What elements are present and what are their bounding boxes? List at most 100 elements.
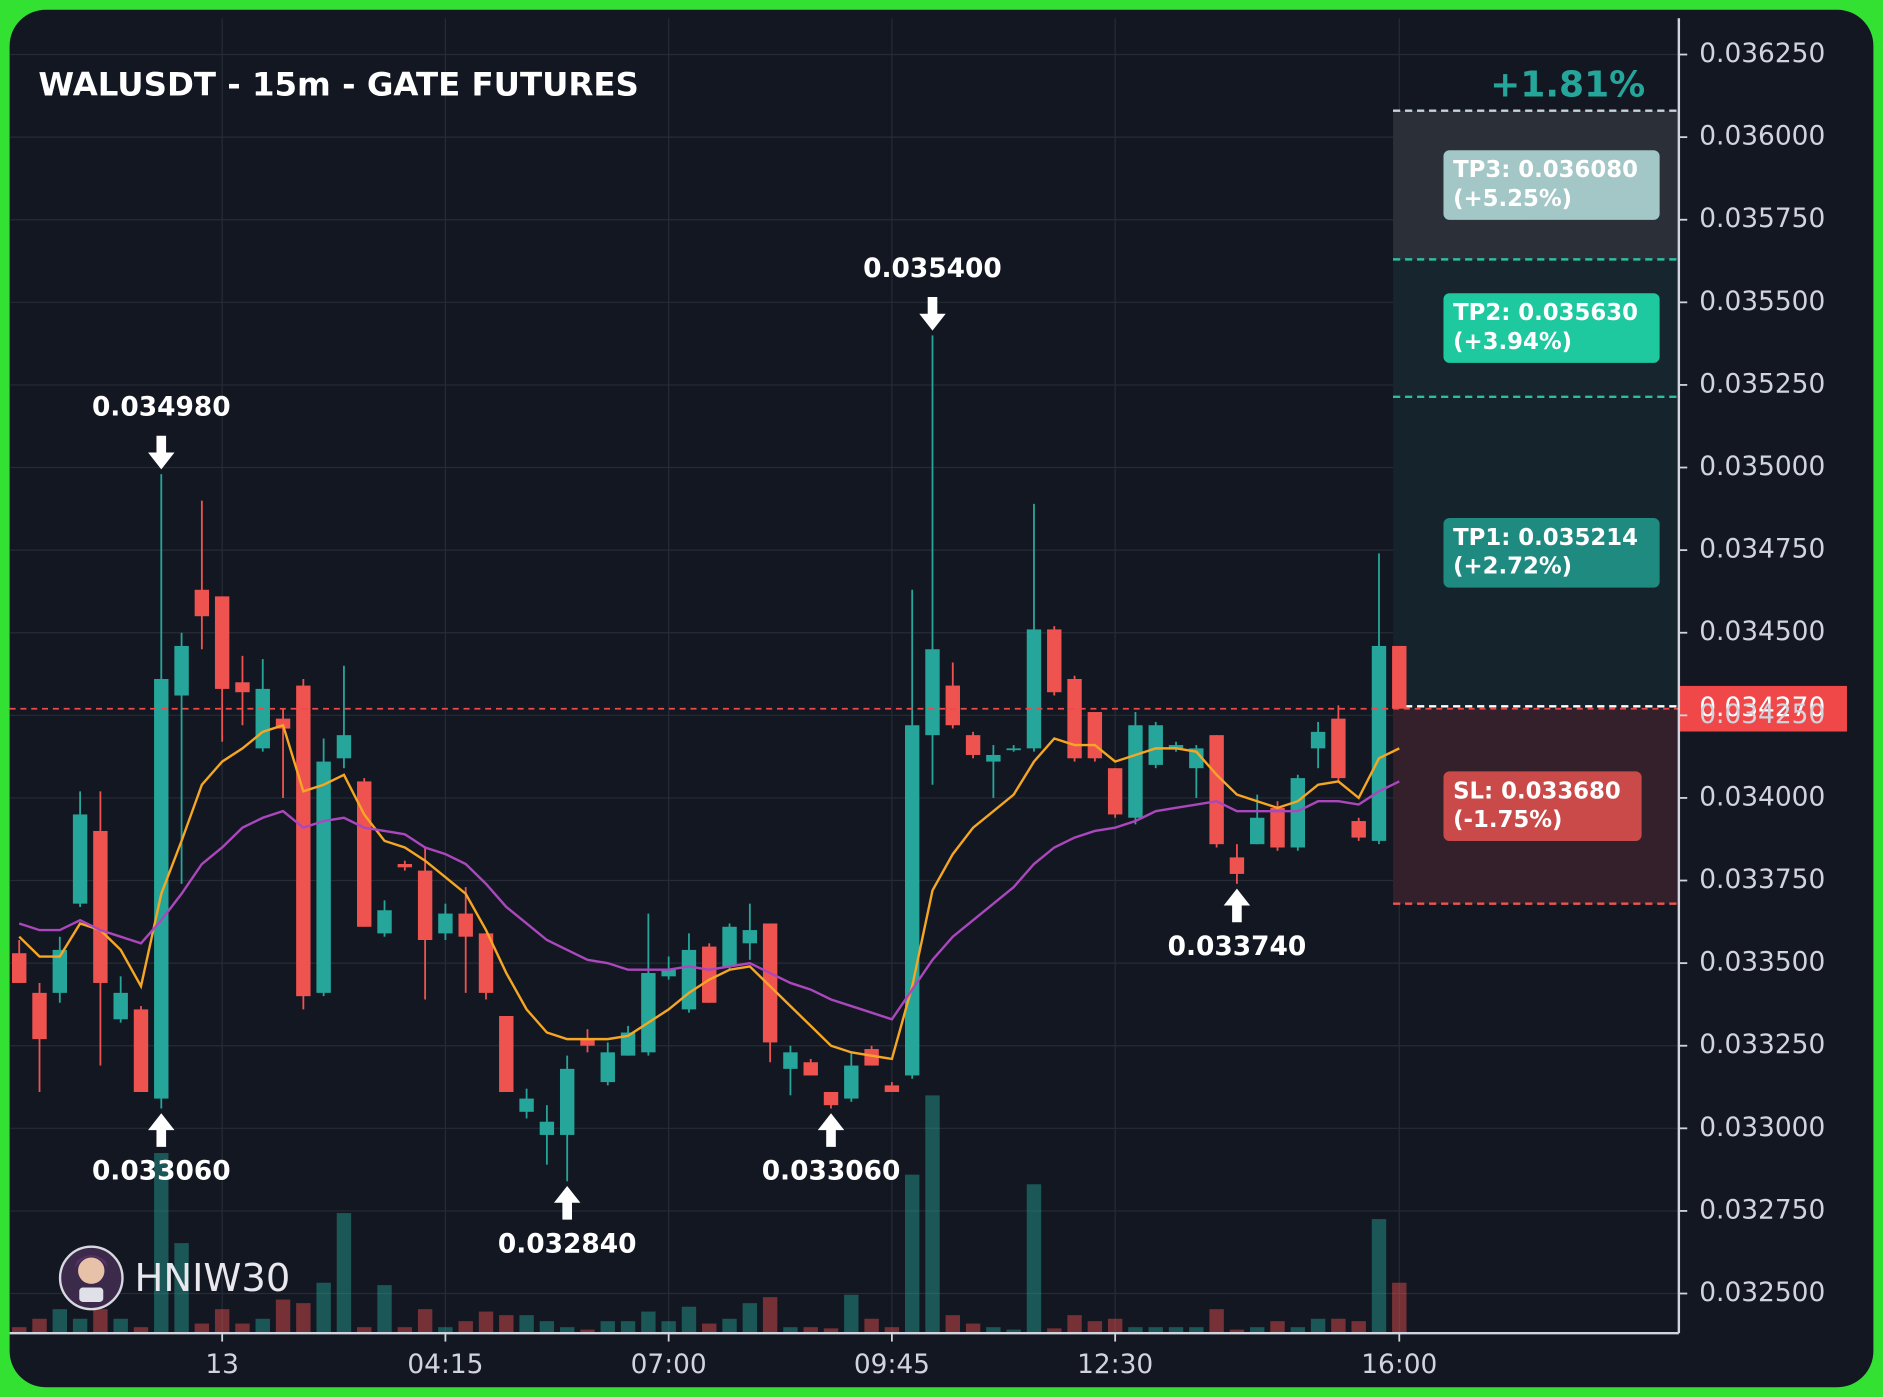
target-label: TP2: 0.035630 <box>1453 300 1638 326</box>
volume-bar <box>600 1321 615 1334</box>
volume-bar <box>499 1315 514 1334</box>
volume-bar <box>742 1303 758 1334</box>
high-label: 0.034980 <box>92 392 231 423</box>
volume-bar <box>52 1309 68 1334</box>
volume-bar <box>1107 1318 1123 1334</box>
candle-body <box>783 1052 798 1069</box>
volume-bar <box>620 1321 636 1334</box>
candle-body <box>32 992 47 1040</box>
candle-body <box>255 688 270 749</box>
volume-bar <box>438 1327 453 1334</box>
candle-body <box>681 949 697 1010</box>
x-tick-label: 16:00 <box>1361 1349 1437 1380</box>
candle-body <box>1047 629 1062 693</box>
candle-body <box>559 1068 575 1135</box>
stop-change: (-1.75%) <box>1453 807 1562 833</box>
y-tick-label: 0.033000 <box>1699 1112 1825 1143</box>
volume-bar <box>803 1327 818 1334</box>
candle-body <box>1189 748 1204 769</box>
candle-body <box>884 1085 900 1092</box>
annotations: 0.034270 0.034980 0.033060 0.032840 0.033060… <box>9 253 1847 1259</box>
volume-bar <box>965 1323 981 1334</box>
candles <box>12 335 1407 1182</box>
volume-bar <box>661 1321 676 1334</box>
moving-average <box>18 723 1400 1061</box>
candle-body <box>1168 745 1184 749</box>
volume-bar <box>316 1282 331 1334</box>
x-tick-label: 13 <box>205 1349 239 1380</box>
candle-body <box>1026 629 1042 749</box>
low-label: 0.033740 <box>1168 931 1307 962</box>
volume-bar <box>336 1213 352 1334</box>
watermark-avatar <box>58 1245 124 1311</box>
volume-bar <box>1371 1219 1387 1334</box>
y-tick-label: 0.032500 <box>1699 1277 1825 1308</box>
volume-bar <box>1148 1327 1163 1334</box>
target-label: TP3: 0.036080 <box>1453 157 1638 183</box>
y-tick-label: 0.034500 <box>1699 616 1825 647</box>
avatar-body <box>79 1287 104 1302</box>
candle-body <box>377 910 392 934</box>
y-tick-label: 0.035250 <box>1699 368 1825 399</box>
target-box <box>1443 150 1660 220</box>
low-label: 0.033060 <box>762 1156 901 1187</box>
candle-body <box>438 913 453 934</box>
candle-body <box>1006 748 1021 751</box>
candle-body <box>1209 735 1224 845</box>
candle-body <box>1371 645 1387 841</box>
volume-bar <box>235 1323 250 1334</box>
candle-body <box>925 649 940 736</box>
candle-body <box>1229 857 1245 874</box>
trade-zones: TP3: 0.036080 (+5.25%) TP2: 0.035630 (+3.94… <box>1393 109 1679 905</box>
candle-body <box>904 725 920 1076</box>
volume-bar <box>559 1327 575 1334</box>
y-tick-label: 0.034250 <box>1699 699 1825 730</box>
volume-bar <box>255 1318 270 1334</box>
volume-bar <box>884 1327 900 1334</box>
stop-box <box>1443 771 1642 842</box>
volume-bar <box>986 1327 1001 1334</box>
volume-bar <box>1209 1309 1224 1334</box>
volume-bar <box>32 1318 47 1334</box>
volume-bar <box>458 1321 473 1334</box>
target-label: TP1: 0.035214 <box>1453 525 1638 551</box>
moving-average <box>18 780 1400 1021</box>
x-tick-label: 09:45 <box>854 1349 930 1380</box>
candle-body <box>93 830 108 983</box>
candle-body <box>235 682 250 693</box>
candle-body <box>1067 678 1082 759</box>
candle-body <box>154 678 169 1099</box>
volume-bar <box>357 1327 372 1334</box>
candle-body <box>1310 731 1326 749</box>
candle-body <box>986 754 1001 762</box>
candle-body <box>336 735 352 759</box>
candle-body <box>965 735 981 755</box>
volume-bar <box>1229 1329 1245 1334</box>
volume-bar <box>783 1327 798 1334</box>
volume-bar <box>72 1318 88 1334</box>
y-tick-label: 0.034000 <box>1699 781 1825 812</box>
y-tick-label: 0.035500 <box>1699 286 1825 317</box>
volume-bar <box>864 1318 879 1334</box>
volume-bar <box>1310 1318 1326 1334</box>
target-change: (+3.94%) <box>1453 329 1572 355</box>
volume-bar <box>539 1321 555 1334</box>
volume-bar <box>1189 1327 1204 1334</box>
y-tick-label: 0.033750 <box>1699 864 1825 895</box>
volume-bar <box>1290 1327 1306 1334</box>
x-tick-label: 07:00 <box>631 1349 707 1380</box>
high-label: 0.035400 <box>863 253 1002 284</box>
candle-body <box>296 685 311 997</box>
arrow-down <box>919 296 946 331</box>
candle-body <box>1351 821 1366 838</box>
candle-body <box>641 973 656 1053</box>
volume-bar <box>214 1309 230 1334</box>
volume-bar <box>1006 1329 1021 1334</box>
volume <box>12 1095 1407 1334</box>
volume-bar <box>1087 1321 1103 1334</box>
candle-body <box>1250 817 1265 845</box>
avatar-hair <box>74 1255 109 1269</box>
volume-bar <box>702 1323 717 1334</box>
volume-bar <box>1067 1315 1082 1334</box>
moving-averages <box>18 723 1400 1061</box>
